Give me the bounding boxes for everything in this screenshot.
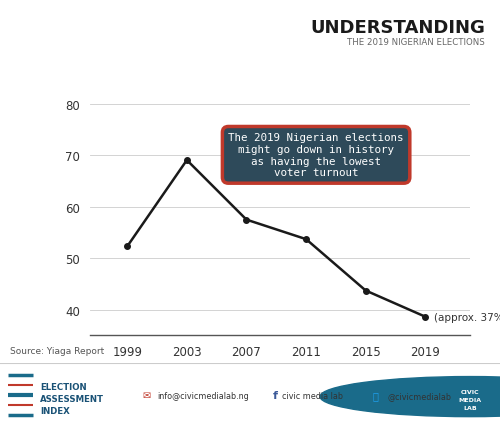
Text: Voter Turnout: Voter Turnout — [18, 17, 110, 30]
Text: THE 2019 NIGERIAN ELECTIONS: THE 2019 NIGERIAN ELECTIONS — [347, 38, 485, 47]
Circle shape — [320, 377, 500, 417]
Text: CIVIC: CIVIC — [460, 389, 479, 394]
Text: f: f — [272, 390, 278, 400]
Text: MEDIA: MEDIA — [458, 397, 481, 402]
Text: Source: Yiaga Report: Source: Yiaga Report — [10, 346, 104, 355]
Text: The 2019 Nigerian elections
might go down in history
as having the lowest
voter : The 2019 Nigerian elections might go dow… — [228, 133, 404, 178]
Text: @civicmedialab: @civicmedialab — [388, 391, 452, 400]
Text: (approx. 37%): (approx. 37%) — [434, 312, 500, 322]
Text: ✉: ✉ — [142, 390, 150, 400]
Text: info@civicmedialab.ng: info@civicmedialab.ng — [158, 391, 249, 400]
Text: ELECTION
ASSESSMENT
INDEX: ELECTION ASSESSMENT INDEX — [40, 382, 104, 415]
Text: civic media lab: civic media lab — [282, 391, 344, 400]
Text: UNDERSTANDING: UNDERSTANDING — [310, 19, 485, 37]
Text: LAB: LAB — [463, 405, 477, 410]
Text: 🐦: 🐦 — [372, 390, 378, 400]
